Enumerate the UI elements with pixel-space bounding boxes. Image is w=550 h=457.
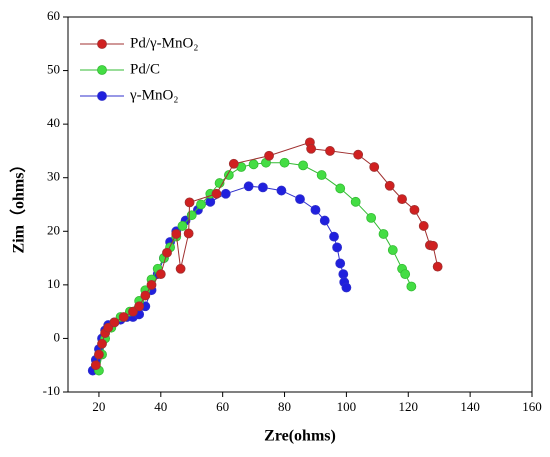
data-point [97, 338, 107, 349]
data-point [94, 349, 104, 360]
data-point [175, 263, 186, 274]
series-line [98, 162, 412, 371]
data-point [196, 199, 206, 210]
data-point [329, 231, 339, 242]
legend-text: Pd/C [130, 61, 160, 77]
data-point [369, 162, 380, 172]
data-point [183, 228, 194, 239]
data-point [406, 281, 417, 292]
legend-marker [97, 39, 107, 49]
data-point [211, 188, 222, 199]
data-point [223, 170, 234, 180]
x-tick-label: 80 [278, 399, 291, 414]
x-tick-label: 100 [337, 399, 357, 414]
data-point [279, 157, 290, 168]
data-point [397, 194, 407, 205]
data-point [310, 204, 321, 215]
data-point [319, 215, 330, 226]
data-point [350, 196, 361, 207]
data-point [109, 317, 120, 328]
y-axis-title: Zim（ohms） [10, 157, 28, 254]
data-point [146, 279, 157, 290]
x-tick-label: 60 [216, 399, 229, 414]
series-line [92, 185, 347, 371]
data-point [295, 194, 305, 205]
data-point [428, 240, 438, 251]
data-point [338, 269, 349, 280]
data-point [316, 170, 327, 180]
data-point [243, 181, 254, 192]
y-tick-label: -10 [43, 383, 60, 398]
series-line [95, 141, 439, 366]
data-point [103, 322, 114, 333]
data-point [276, 185, 287, 196]
data-point [140, 290, 151, 301]
legend-marker [97, 65, 107, 75]
x-tick-label: 40 [154, 399, 167, 414]
data-point [186, 210, 197, 221]
data-point [400, 269, 411, 280]
x-tick-label: 160 [522, 399, 542, 414]
y-tick-label: 60 [47, 8, 60, 23]
legend-marker [97, 91, 107, 101]
data-point [177, 221, 188, 231]
data-point [387, 245, 398, 255]
x-tick-label: 20 [92, 399, 105, 414]
data-point [325, 146, 335, 156]
y-tick-label: 40 [47, 115, 60, 130]
data-point [335, 183, 346, 194]
data-point [409, 204, 420, 215]
x-axis-title: Zre(ohms) [264, 428, 336, 445]
legend-text: γ-MnO₂ [129, 87, 179, 103]
data-point [155, 269, 166, 280]
data-point [298, 160, 308, 171]
data-point [378, 229, 389, 239]
x-tick-label: 140 [460, 399, 480, 414]
y-tick-label: 10 [47, 276, 60, 291]
data-point [418, 221, 429, 231]
x-tick-label: 120 [399, 399, 419, 414]
data-point [257, 182, 268, 193]
legend-text: Pd/γ-MnO₂ [130, 35, 199, 51]
data-point [306, 143, 317, 154]
data-point [118, 312, 129, 322]
data-point [432, 261, 443, 272]
plot-frame [67, 16, 533, 393]
data-point [335, 258, 346, 269]
data-point [341, 282, 352, 293]
data-point [184, 197, 195, 208]
data-point [248, 159, 259, 170]
data-point [134, 301, 145, 312]
data-point [220, 188, 231, 199]
data-point [128, 306, 138, 317]
data-point [353, 149, 364, 160]
data-point [366, 212, 377, 223]
y-tick-label: 50 [47, 62, 60, 77]
data-point [264, 150, 274, 161]
data-point [384, 180, 395, 191]
data-point [171, 229, 182, 239]
data-point [162, 247, 172, 258]
data-point [228, 158, 239, 169]
y-tick-label: 20 [47, 222, 60, 237]
data-point [332, 242, 343, 253]
y-tick-label: 30 [47, 169, 60, 184]
data-point [90, 360, 101, 371]
y-tick-label: 0 [54, 329, 61, 344]
